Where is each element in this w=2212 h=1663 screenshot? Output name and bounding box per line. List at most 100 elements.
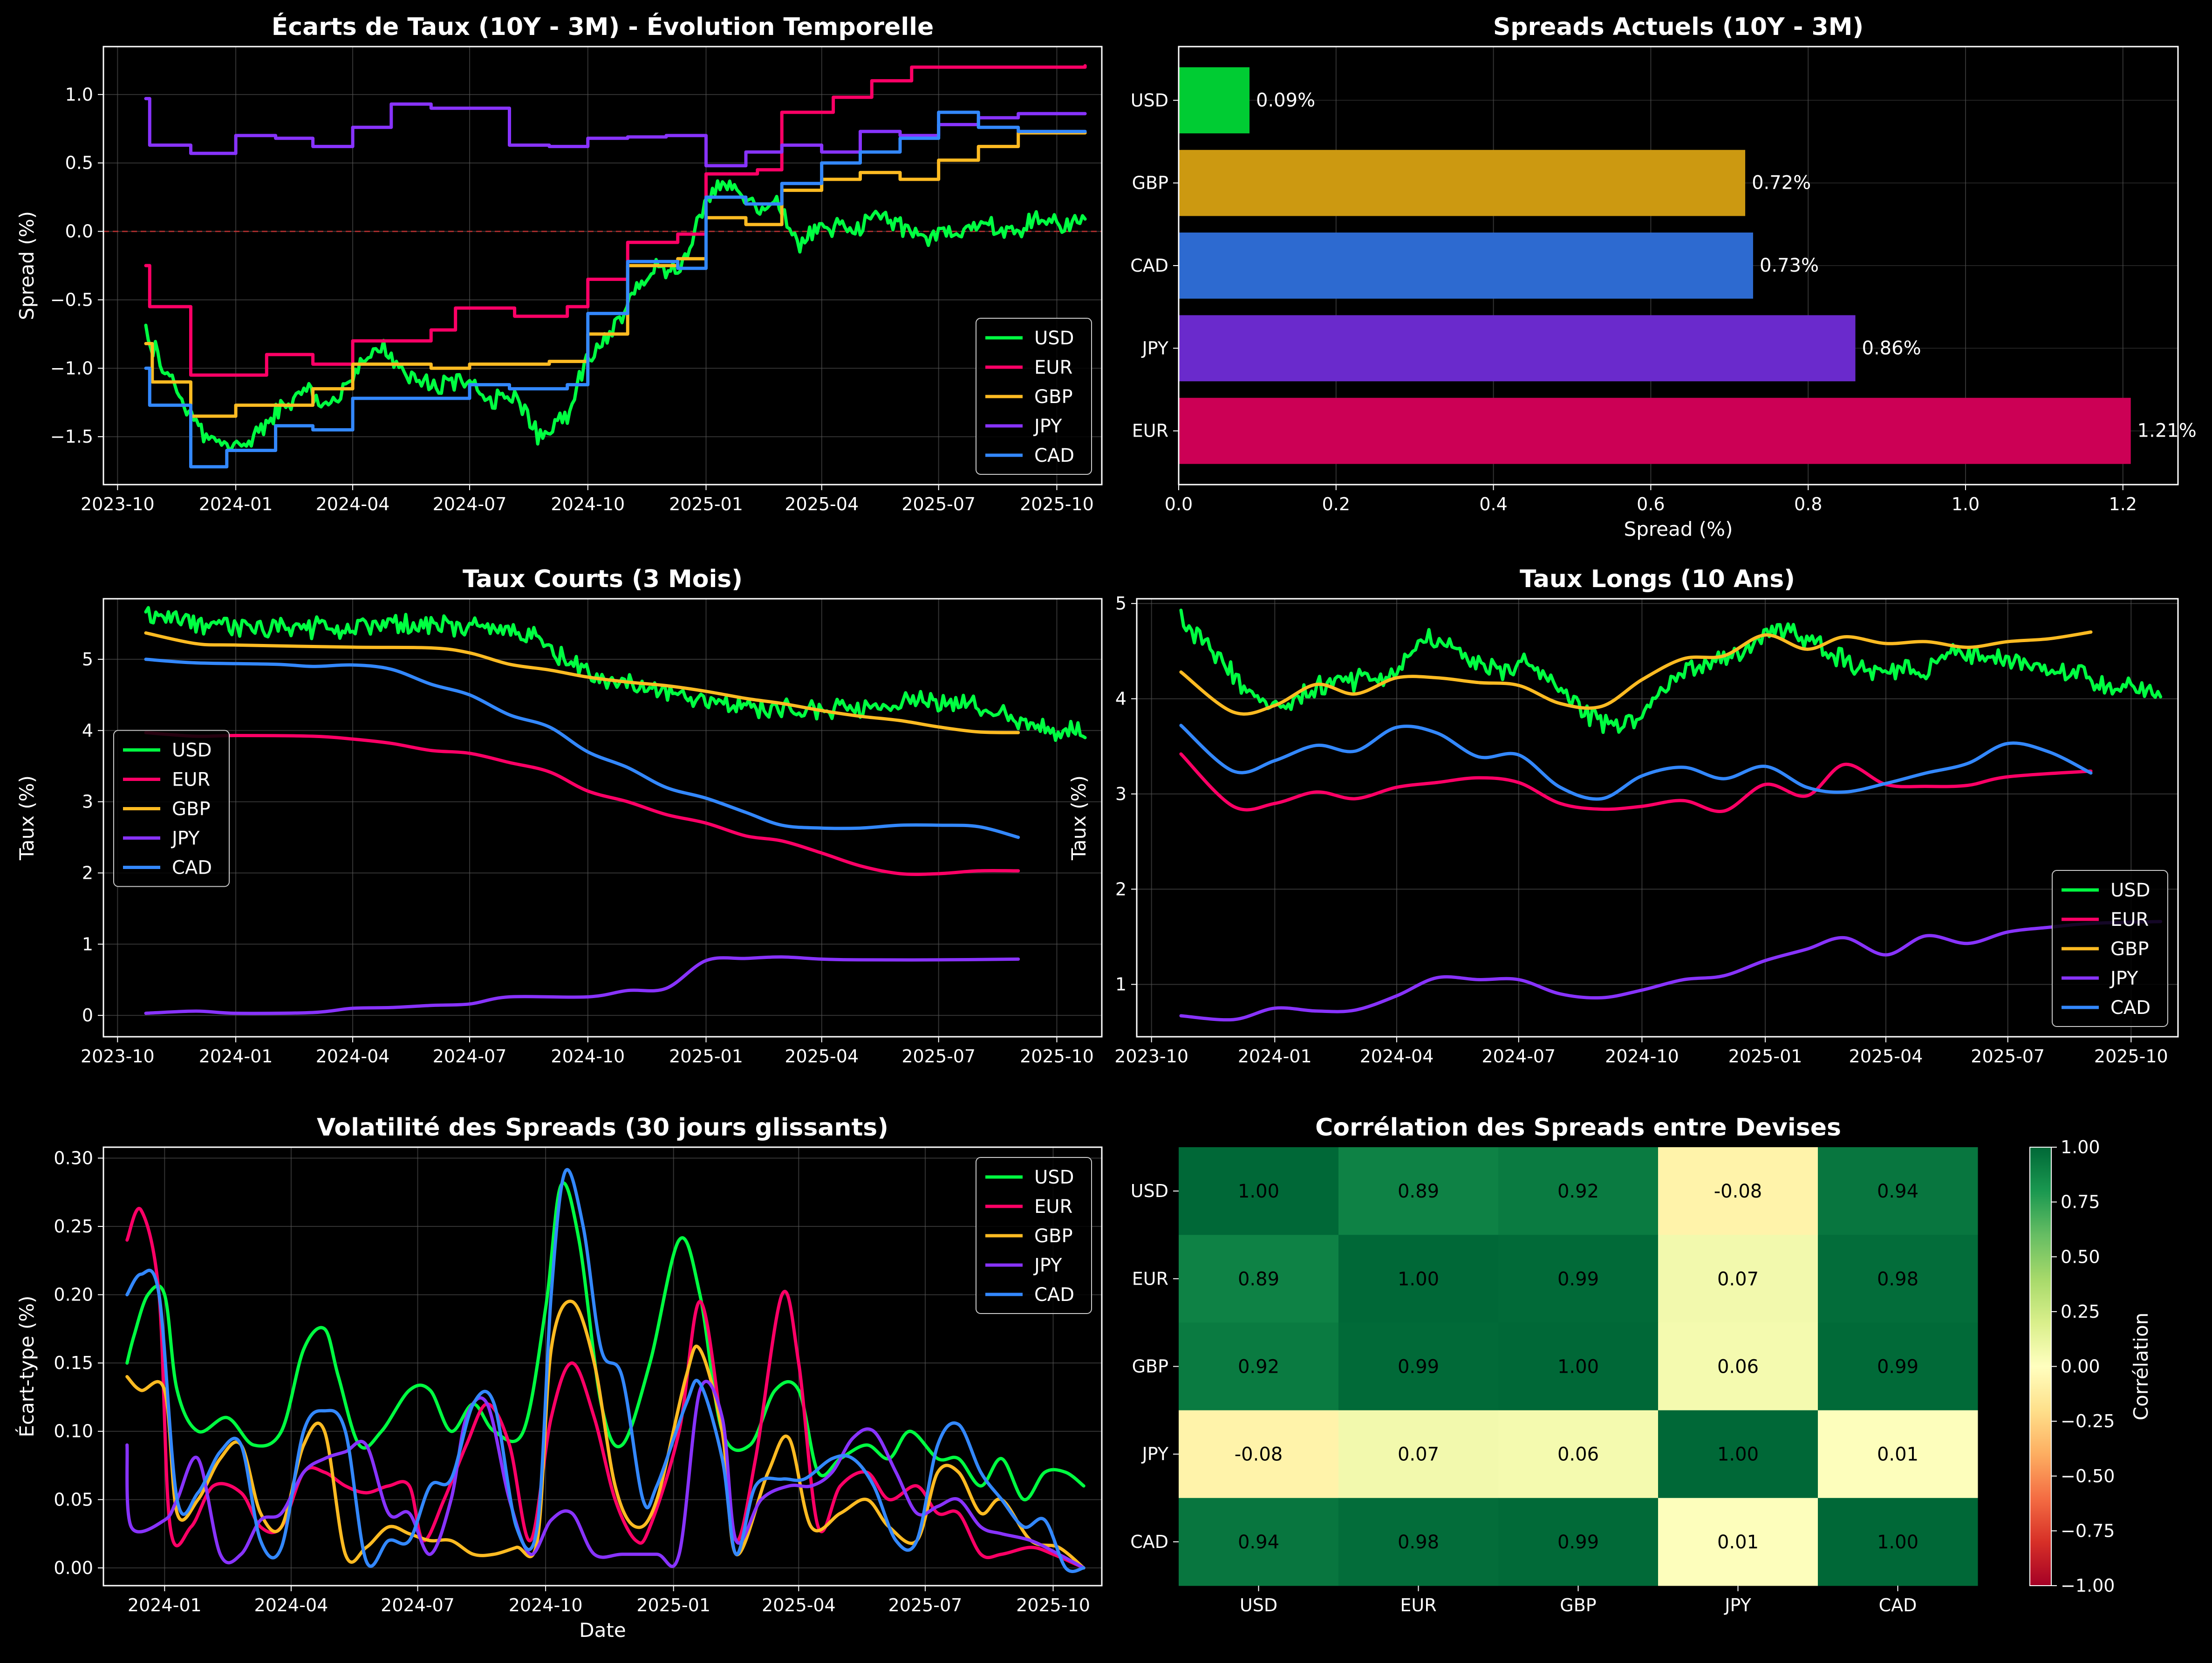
heatmap-cell <box>1818 1322 1978 1411</box>
volatility-panel: 2024-01 2024-04 2024-07 2024-10 2025-01 2025-… <box>15 1114 1103 1642</box>
heatmap-cell-label: 1.00 <box>1398 1268 1439 1290</box>
heatmap-cell <box>1179 1410 1339 1499</box>
heatmap-cell-label: 0.98 <box>1398 1532 1439 1553</box>
x-tick-label: 2025-07 <box>901 1046 976 1067</box>
legend-label-usd: USD <box>1034 1167 1074 1188</box>
series-line-cad <box>1179 724 2093 801</box>
bar-usd <box>1179 67 1250 134</box>
series-line-usd <box>144 606 1087 742</box>
y-tick-label-jpy: JPY <box>1141 338 1169 358</box>
spreads_time-title: Écarts de Taux (10Y - 3M) - Évolution Te… <box>272 13 934 41</box>
y-tick-label: 3 <box>1115 784 1126 804</box>
x-tick-label: 2024-01 <box>199 494 273 514</box>
heatmap-cell-label: 0.98 <box>1877 1268 1918 1290</box>
volatility-frame <box>102 1146 1103 1587</box>
y-tick-label: 0.00 <box>54 1558 93 1578</box>
x-tick-label: 2023-10 <box>81 494 155 514</box>
x-tick-label: 2025-01 <box>669 494 743 514</box>
heatmap-cell <box>1658 1235 1818 1323</box>
y-tick-label: 0 <box>82 1005 93 1026</box>
heatmap-cell-label: 1.00 <box>1238 1181 1279 1202</box>
series-line-eur <box>125 1207 1086 1570</box>
x-tick-label: 2024-10 <box>551 494 625 514</box>
x-tick-label: EUR <box>1400 1595 1436 1615</box>
legend-label-jpy: JPY <box>1033 1255 1062 1276</box>
long_rates-panel: 2023-10 2024-01 2024-04 2024-07 2024-10 2025-… <box>1067 565 2179 1067</box>
bar-value-label-eur: 1.21% <box>2137 420 2197 442</box>
colorbar <box>2029 1147 2052 1586</box>
x-tick-label: 0.6 <box>1637 494 1665 514</box>
x-tick-label: 2025-04 <box>1849 1046 1923 1067</box>
heatmap-cell <box>1818 1147 1978 1235</box>
heatmap-cell-label: 0.89 <box>1398 1181 1439 1202</box>
heatmap-cell <box>1818 1235 1978 1323</box>
heatmap-cell-label: 0.06 <box>1557 1444 1599 1465</box>
y-tick-label: 0.0 <box>65 221 93 242</box>
volatility-title: Volatilité des Spreads (30 jours glissan… <box>317 1114 888 1142</box>
legend-label-usd: USD <box>2110 880 2150 901</box>
x-tick-label: 2025-04 <box>762 1595 836 1615</box>
legend-label-gbp: GBP <box>2110 938 2149 960</box>
legend-label-cad: CAD <box>1034 445 1074 466</box>
y-tick-label: 1 <box>1115 974 1126 995</box>
legend-label-gbp: GBP <box>172 799 211 820</box>
x-tick-label: JPY <box>1724 1595 1751 1615</box>
x-tick-label: 2025-10 <box>1020 494 1094 514</box>
series-line-gbp <box>1179 630 2093 716</box>
series-line-jpy <box>144 955 1020 1015</box>
x-tick-label: USD <box>1240 1595 1277 1615</box>
x-tick-label: 2025-07 <box>901 494 976 514</box>
x-tick-label: 2024-10 <box>551 1046 625 1067</box>
heatmap-cell-label: 0.94 <box>1238 1532 1279 1553</box>
x-tick-label: 2025-07 <box>888 1595 963 1615</box>
heatmap-cell <box>1658 1498 1818 1586</box>
legend-label-gbp: GBP <box>1034 1225 1073 1247</box>
legend-box <box>976 1157 1092 1314</box>
long_rates-ylabel: Taux (%) <box>1067 775 1090 861</box>
x-tick-label: 2024-10 <box>509 1595 583 1615</box>
x-tick-label: 2025-04 <box>785 1046 859 1067</box>
y-tick-label: 0.25 <box>54 1216 93 1237</box>
y-tick-label: −1.5 <box>50 426 93 447</box>
y-tick-label: JPY <box>1141 1444 1169 1465</box>
short_rates-frame <box>102 598 1103 1038</box>
colorbar-tick-label: 1.00 <box>2061 1137 2100 1157</box>
short_rates-ylabel: Taux (%) <box>15 775 38 861</box>
series-line-jpy <box>1179 920 2163 1022</box>
long_rates-legend: USD EUR GBP JPY CAD <box>2052 870 2168 1027</box>
colorbar-label: Corrélation <box>2130 1313 2152 1421</box>
x-tick-label: 0.4 <box>1479 494 1507 514</box>
x-tick-label: 2024-01 <box>1238 1046 1312 1067</box>
x-tick-label: 2024-07 <box>381 1595 455 1615</box>
short_rates-title: Taux Courts (3 Mois) <box>463 565 743 593</box>
colorbar-tick-label: 0.00 <box>2061 1356 2100 1377</box>
legend-label-cad: CAD <box>1034 1284 1074 1306</box>
long_rates-title: Taux Longs (10 Ans) <box>1520 565 1795 593</box>
x-tick-label: 2025-10 <box>1016 1595 1090 1615</box>
y-tick-label: GBP <box>1132 1356 1168 1377</box>
heatmap-cell <box>1338 1235 1499 1323</box>
legend-label-jpy: JPY <box>2109 968 2138 989</box>
x-tick-label: 2025-07 <box>1971 1046 2045 1067</box>
legend-label-usd: USD <box>1034 328 1074 349</box>
x-tick-label: 2024-04 <box>254 1595 328 1615</box>
bar-gbp <box>1179 150 1746 216</box>
correlation-panel: 1.00 0.89 0.92 -0.08 0.94 0.89 1.00 0.99 0.07 0.9… <box>1130 1114 2152 1615</box>
heatmap-cell <box>1498 1235 1659 1323</box>
y-tick-label: 5 <box>82 649 93 670</box>
heatmap-cell <box>1338 1498 1499 1586</box>
volatility-ylabel: Écart-type (%) <box>15 1295 38 1437</box>
volatility-legend: USD EUR GBP JPY CAD <box>976 1157 1092 1314</box>
y-tick-label: 1 <box>82 934 93 954</box>
spreads_current-title: Spreads Actuels (10Y - 3M) <box>1493 13 1864 41</box>
heatmap-cell-label: 0.06 <box>1717 1356 1759 1378</box>
heatmap-cell <box>1658 1147 1818 1235</box>
y-tick-label-cad: CAD <box>1130 255 1168 276</box>
heatmap-cell <box>1179 1322 1339 1411</box>
heatmap-cell-label: 0.99 <box>1877 1356 1918 1378</box>
short_rates-legend: USD EUR GBP JPY CAD <box>113 730 230 887</box>
y-tick-label: 2 <box>82 862 93 883</box>
legend-box <box>976 318 1092 475</box>
heatmap-cell-label: 0.99 <box>1398 1356 1439 1378</box>
series-line-cad <box>125 1168 1086 1573</box>
